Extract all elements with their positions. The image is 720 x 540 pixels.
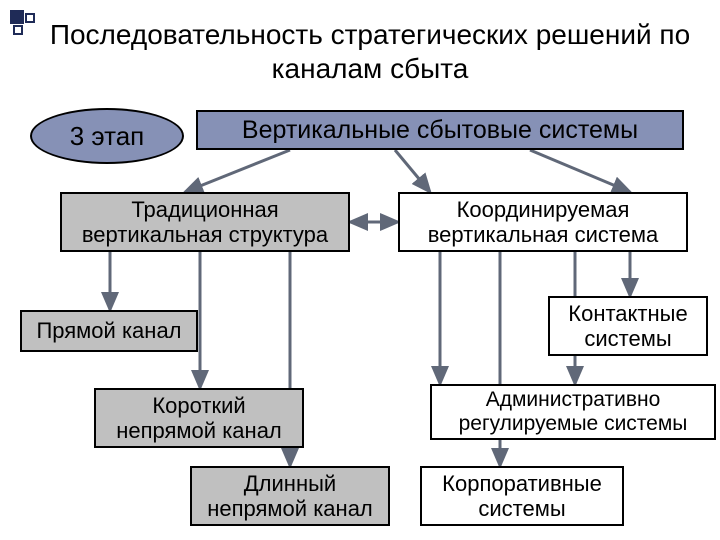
admin-systems-box: Административно регулируемые системы <box>430 384 716 440</box>
traditional-box: Традиционная вертикальная структура <box>60 192 350 252</box>
short-channel-box: Короткий непрямой канал <box>94 388 304 448</box>
slide-title: Последовательность стратегических решени… <box>40 18 700 85</box>
stage-label: 3 этап <box>70 121 145 152</box>
coordinated-box: Координируемая вертикальная система <box>398 192 688 252</box>
long-channel-box: Длинный непрямой канал <box>190 466 390 526</box>
admin-label: Административно регулируемые системы <box>438 388 708 436</box>
stage-ellipse: 3 этап <box>30 108 184 164</box>
slide-bullet-deco <box>8 8 42 47</box>
long-label: Длинный непрямой канал <box>198 471 382 522</box>
vertical-label: Вертикальные сбытовые системы <box>242 116 638 145</box>
short-label: Короткий непрямой канал <box>102 393 296 444</box>
corporate-label: Корпоративные системы <box>428 471 616 522</box>
traditional-label: Традиционная вертикальная структура <box>68 197 342 248</box>
direct-channel-box: Прямой канал <box>20 310 198 352</box>
contact-label: Контактные системы <box>556 301 700 352</box>
contact-systems-box: Контактные системы <box>548 296 708 356</box>
corporate-systems-box: Корпоративные системы <box>420 466 624 526</box>
coordinated-label: Координируемая вертикальная система <box>406 197 680 248</box>
direct-label: Прямой канал <box>36 318 181 343</box>
vertical-systems-box: Вертикальные сбытовые системы <box>196 110 684 150</box>
